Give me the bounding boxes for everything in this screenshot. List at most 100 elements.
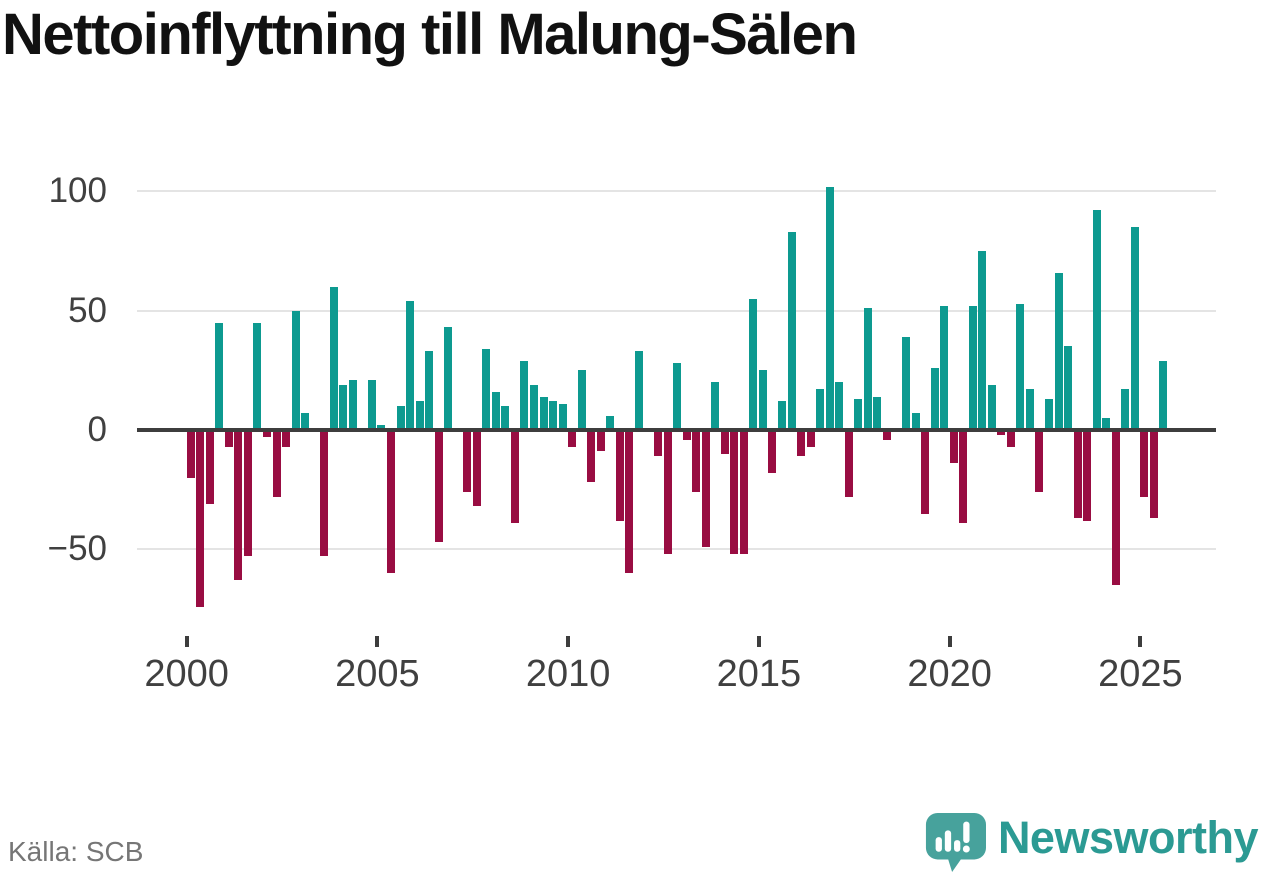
bar xyxy=(1140,430,1149,497)
bar xyxy=(615,430,624,521)
bar xyxy=(682,430,691,440)
bar xyxy=(768,430,777,473)
bar xyxy=(1035,430,1044,493)
bar xyxy=(758,370,767,430)
newsworthy-wordmark: Newsworthy xyxy=(997,811,1259,863)
bar xyxy=(396,406,405,430)
bar xyxy=(930,367,939,430)
y-axis-tick-label: −50 xyxy=(47,529,107,569)
bar xyxy=(1064,346,1073,430)
bar xyxy=(777,401,786,430)
x-axis-tick-label: 2005 xyxy=(335,653,420,695)
bar xyxy=(301,413,310,430)
bar xyxy=(997,430,1006,435)
bar xyxy=(806,430,815,447)
bar xyxy=(1016,303,1025,430)
bar xyxy=(901,336,910,430)
bar xyxy=(835,382,844,430)
bar xyxy=(243,430,252,557)
bar xyxy=(797,430,806,457)
bar xyxy=(844,430,853,497)
bar xyxy=(549,401,558,430)
bar xyxy=(940,305,949,430)
bar xyxy=(921,430,930,514)
bar xyxy=(1159,360,1168,430)
x-axis-tick xyxy=(756,636,761,647)
gridline xyxy=(137,309,1216,312)
bar xyxy=(968,305,977,430)
x-axis-tick xyxy=(184,636,189,647)
bar xyxy=(558,403,567,430)
bar xyxy=(339,384,348,430)
bar xyxy=(1092,210,1101,430)
bar xyxy=(463,430,472,493)
bar xyxy=(530,384,539,430)
bar xyxy=(1130,227,1139,430)
bar xyxy=(215,322,224,430)
bar xyxy=(749,298,758,430)
x-axis-tick-label: 2000 xyxy=(144,653,229,695)
bar xyxy=(701,430,710,547)
bar xyxy=(720,430,729,454)
bar xyxy=(406,301,415,430)
gridline xyxy=(137,190,1216,193)
bar xyxy=(415,401,424,430)
y-axis-tick-label: 100 xyxy=(48,171,107,211)
bar xyxy=(596,430,605,452)
bar xyxy=(787,231,796,430)
x-axis-tick xyxy=(566,636,571,647)
bar xyxy=(634,351,643,430)
x-axis-tick-label: 2025 xyxy=(1098,653,1183,695)
x-axis-tick-label: 2020 xyxy=(907,653,992,695)
bar xyxy=(348,379,357,430)
bar xyxy=(882,430,891,440)
bar xyxy=(1045,398,1054,430)
bar xyxy=(425,351,434,430)
page-title: Nettoinflyttning till Malung-Sälen xyxy=(2,2,858,67)
x-axis-tick-label: 2015 xyxy=(716,653,802,695)
x-axis-tick xyxy=(947,636,952,647)
bar xyxy=(663,430,672,555)
x-axis-tick-label: 2010 xyxy=(525,653,611,695)
bar xyxy=(367,379,376,430)
bar xyxy=(1121,389,1130,430)
bar xyxy=(587,430,596,483)
bar xyxy=(1111,430,1120,586)
y-axis-tick-label: 50 xyxy=(68,290,107,330)
bar xyxy=(196,430,205,607)
bar xyxy=(1073,430,1082,519)
bar xyxy=(272,430,281,497)
bar xyxy=(1102,418,1111,430)
bar xyxy=(1054,272,1063,430)
bar xyxy=(329,286,338,430)
bar xyxy=(224,430,233,447)
bar xyxy=(253,322,262,430)
bar xyxy=(654,430,662,457)
bar xyxy=(434,430,443,543)
bar xyxy=(520,360,529,430)
bar xyxy=(568,430,577,447)
bar xyxy=(234,430,243,581)
x-axis-tick xyxy=(1138,636,1143,647)
bar xyxy=(692,430,701,493)
bar xyxy=(577,370,586,430)
gridline xyxy=(137,548,1216,551)
bar xyxy=(673,363,682,430)
bar xyxy=(501,406,510,430)
bar xyxy=(205,430,214,504)
zero-axis-line xyxy=(137,428,1216,432)
bar xyxy=(510,430,519,524)
newsworthy-icon xyxy=(925,812,986,873)
bar xyxy=(987,384,996,430)
bar xyxy=(739,430,748,555)
bar xyxy=(539,396,548,430)
bar xyxy=(816,389,825,430)
bar xyxy=(1006,430,1015,447)
bar xyxy=(959,430,968,524)
bar xyxy=(482,348,491,430)
bar xyxy=(1083,430,1092,521)
bar xyxy=(472,430,481,507)
bar xyxy=(730,430,739,555)
bar xyxy=(386,430,395,574)
